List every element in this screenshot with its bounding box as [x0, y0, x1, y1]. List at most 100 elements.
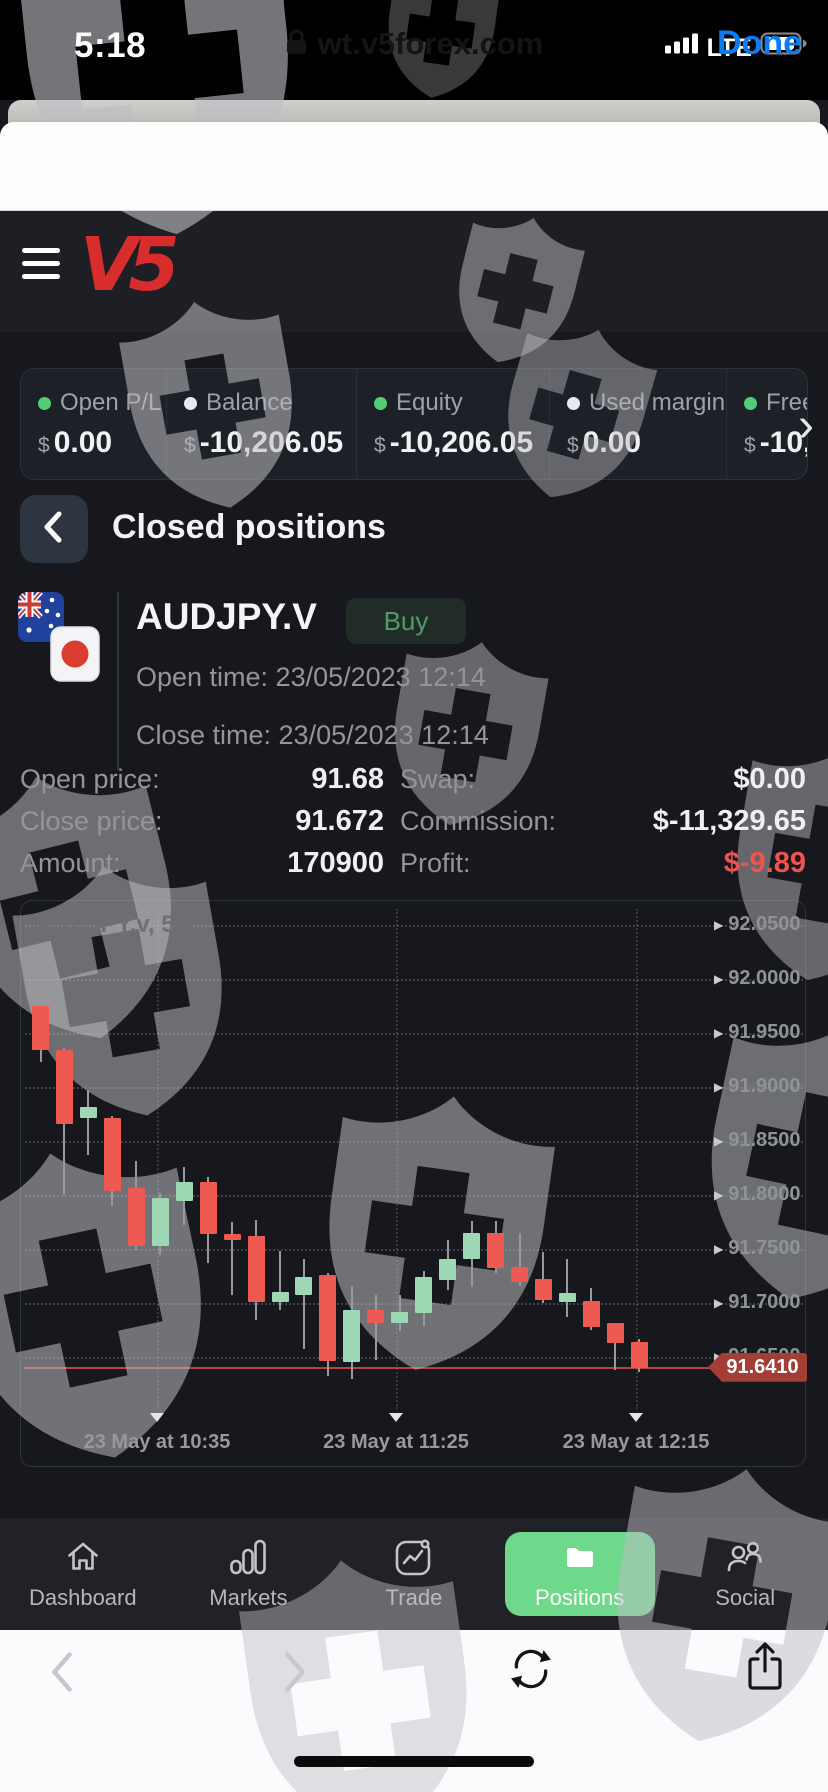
- stat-value: 0.00: [582, 426, 642, 459]
- x-axis-marker-icon: [629, 1413, 643, 1422]
- side-badge-label: Buy: [383, 605, 429, 636]
- japan-flag-icon: [50, 626, 100, 687]
- candle-body: [343, 1310, 361, 1363]
- candle-body: [127, 1188, 145, 1246]
- x-axis-marker-icon: [389, 1413, 403, 1422]
- y-axis-tick: ▶ 91.9000: [714, 1075, 801, 1098]
- status-dot-icon: [38, 396, 51, 410]
- status-dot-icon: [744, 396, 757, 410]
- candle-body: [558, 1293, 576, 1302]
- people-icon: [725, 1537, 765, 1582]
- stat-label-row: Equity: [374, 389, 549, 417]
- account-stats-bar[interactable]: Open P/L $0.00 Balance $ -10,206.05 Equity $ -1…: [20, 368, 808, 480]
- detail-label: Amount:: [20, 847, 121, 878]
- candle-body: [271, 1292, 289, 1302]
- candle-body: [103, 1118, 121, 1191]
- detail-value: 91.68: [311, 762, 384, 795]
- home-indicator[interactable]: [294, 1756, 534, 1767]
- stat-value: -10,206.05: [199, 426, 344, 459]
- close-time-text: Close time: 23/05/2023 12:14: [136, 720, 489, 750]
- x-tick-label: 23 May at 12:15: [562, 1431, 710, 1453]
- status-icons: LTE: [664, 32, 808, 61]
- app-logo[interactable]: V5: [80, 222, 210, 313]
- side-badge: Buy: [346, 598, 466, 644]
- stat-label: Equity: [396, 389, 463, 416]
- stat-value-row: $ -10,206.05: [184, 426, 356, 460]
- hamburger-menu-icon[interactable]: [22, 248, 60, 286]
- stats-scroll-chevron-icon[interactable]: ›: [798, 399, 814, 452]
- stat-label: Open P/L: [60, 389, 162, 416]
- nav-label: Social: [715, 1585, 776, 1610]
- y-axis-tick: ▶ 91.8000: [714, 1183, 801, 1206]
- nav-item-positions[interactable]: Positions: [504, 1532, 655, 1616]
- currency-symbol: $: [38, 434, 50, 457]
- browser-forward-button[interactable]: [278, 1648, 312, 1701]
- stat-label-row: Open P/L: [38, 389, 166, 417]
- nav-item-markets[interactable]: Markets: [173, 1532, 323, 1616]
- position-symbol: AUDJPY.V: [136, 596, 317, 637]
- stat-value-row: $0.00: [38, 426, 166, 460]
- x-tick-label: 23 May at 10:35: [83, 1431, 231, 1453]
- done-button[interactable]: Done: [717, 24, 802, 62]
- y-tick-label: 91.8000: [728, 1183, 801, 1205]
- stat-label-row: Free: [744, 389, 807, 417]
- nav-item-social[interactable]: Social: [670, 1532, 820, 1616]
- logo-text: V5: [80, 222, 176, 308]
- candle-body: [247, 1235, 265, 1302]
- stat-value: 0.00: [53, 426, 113, 459]
- tick-arrow-icon: ▶: [714, 1079, 724, 1094]
- stats-column-balance: Balance $ -10,206.05: [167, 369, 357, 479]
- page-title: Closed positions: [112, 508, 386, 546]
- detail-label: Close price:: [20, 805, 163, 836]
- reload-icon[interactable]: [508, 1646, 554, 1697]
- stat-value-row: $ -10,206.05: [374, 426, 549, 460]
- back-button[interactable]: [20, 495, 88, 563]
- gridline-vertical: [396, 909, 398, 1409]
- candle-body: [534, 1279, 552, 1300]
- candle-body: [582, 1300, 600, 1327]
- gridline-horizontal: [25, 925, 803, 927]
- detail-label: Commission:: [400, 805, 557, 836]
- candle-body: [415, 1277, 433, 1313]
- signal-bars-icon: [664, 32, 699, 60]
- gridline-vertical: [157, 909, 159, 1409]
- position-details: Open price: 91.68 Swap: $0.00 Close pric…: [20, 758, 806, 884]
- candlestick-chart[interactable]: AUDJPY.v, 5M ▶ 92.0500 ▶ 92.0000 ▶ 91.9500 ▶ 91…: [20, 900, 807, 1467]
- candle-body: [223, 1233, 241, 1241]
- currency-symbol: $: [184, 434, 196, 457]
- currency-symbol: $: [567, 434, 579, 457]
- candle-body: [487, 1232, 505, 1269]
- nav-item-trade[interactable]: Trade: [339, 1532, 489, 1616]
- browser-back-button[interactable]: [45, 1648, 79, 1701]
- stat-label-row: Balance: [184, 389, 356, 417]
- candle-body: [367, 1310, 385, 1324]
- candle-wick: [302, 1258, 305, 1350]
- gridline-horizontal: [25, 1141, 803, 1143]
- candle-body: [463, 1232, 481, 1259]
- candle-wick: [279, 1251, 281, 1311]
- x-axis-marker-icon: [150, 1413, 164, 1422]
- open-time-text: Open time: 23/05/2023 12:14: [136, 662, 486, 692]
- stat-value: -10,206.05: [389, 426, 534, 459]
- candle-body: [295, 1277, 313, 1296]
- tick-arrow-icon: ▶: [714, 971, 724, 986]
- battery-icon: [760, 32, 808, 60]
- share-icon[interactable]: [743, 1640, 787, 1699]
- detail-value: $0.00: [733, 762, 806, 795]
- y-tick-label: 91.9000: [728, 1075, 801, 1097]
- candle-body: [79, 1107, 97, 1119]
- nav-item-dashboard[interactable]: Dashboard: [8, 1532, 158, 1616]
- tick-arrow-icon: ▶: [714, 1133, 724, 1148]
- nav-label: Dashboard: [28, 1585, 137, 1610]
- detail-label: Swap:: [400, 763, 476, 794]
- profit-value: $-9.89: [723, 846, 806, 879]
- stat-value-row: $ -10,: [744, 426, 807, 460]
- divider: [117, 592, 119, 770]
- status-dot-icon: [184, 396, 197, 410]
- candle-body: [32, 1005, 49, 1051]
- browser-toolbar: [0, 1630, 828, 1792]
- y-axis-tick: ▶ 92.0000: [714, 967, 801, 990]
- candle-body: [511, 1267, 528, 1283]
- url-field[interactable]: wt.v5forex.com: [0, 0, 828, 88]
- gridline-horizontal: [25, 1357, 803, 1359]
